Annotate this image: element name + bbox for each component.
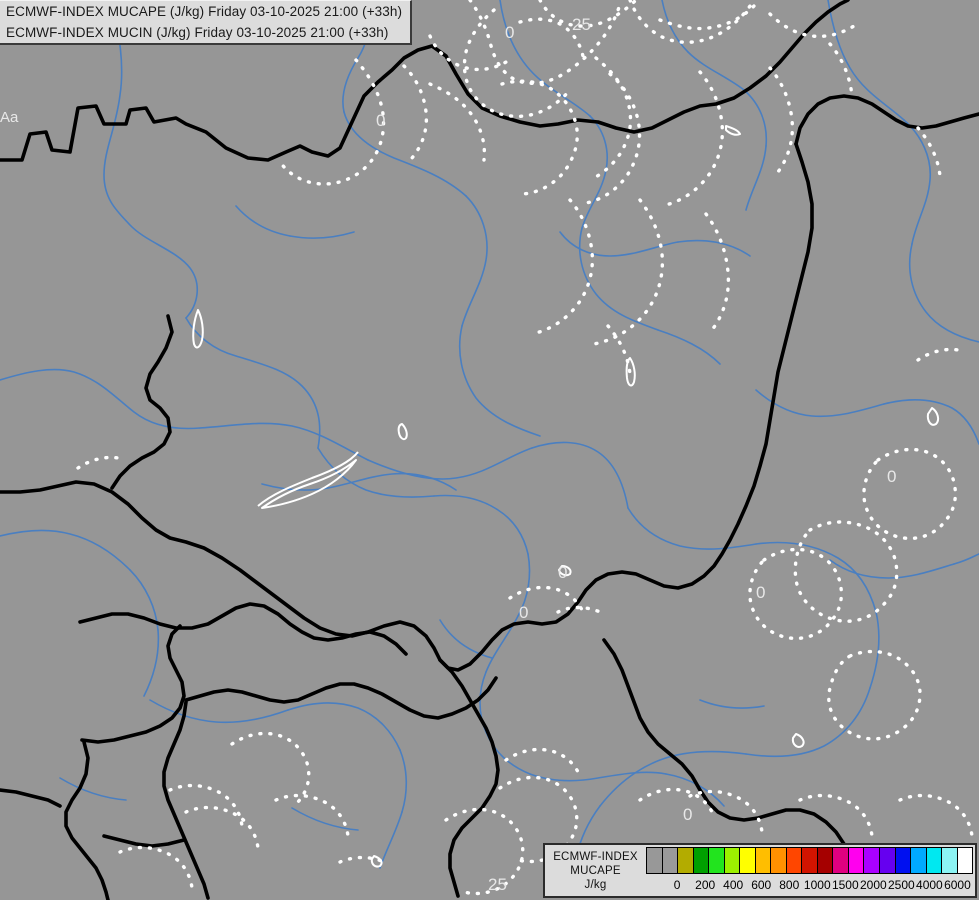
legend-swatch-1	[662, 848, 679, 873]
title-box: ECMWF-INDEX MUCAPE (J/kg) Friday 03-10-2…	[0, 0, 413, 45]
legend-swatch-7	[755, 848, 772, 873]
legend-title-param: MUCAPE	[570, 865, 621, 877]
contour-label: 0	[756, 583, 765, 602]
contour-label: 0	[519, 603, 528, 622]
legend-title-model: ECMWF-INDEX	[553, 851, 638, 863]
legend-tick-0: 0	[673, 878, 681, 892]
legend-units: J/kg	[584, 879, 607, 891]
edge-label: Aa	[0, 109, 19, 126]
legend-tick-6000: 6000	[944, 878, 971, 892]
legend-swatch-15	[879, 848, 896, 873]
legend-tick-1500: 1500	[831, 878, 859, 892]
legend-swatch-13	[848, 848, 865, 873]
title-line-mucin: ECMWF-INDEX MUCIN (J/kg) Friday 03-10-20…	[6, 25, 389, 40]
legend-colorbar[interactable]: 0 200 400 600 800 1000 1500 2000 2500 4000 6000	[646, 845, 975, 896]
legend-swatch-6	[740, 848, 756, 873]
legend-swatch-4	[709, 848, 725, 873]
legend-swatch-20	[957, 848, 973, 873]
contour-label: 0	[683, 805, 692, 824]
legend-tick-600: 600	[751, 878, 772, 892]
contour-label: 0	[558, 563, 567, 582]
legend-tick-2500: 2500	[888, 878, 915, 892]
legend-swatch-0	[647, 848, 663, 873]
legend-tick-400: 400	[723, 878, 744, 892]
legend-swatch-10	[802, 848, 818, 873]
legend-tick-4000: 4000	[916, 878, 943, 892]
legend-swatch-5	[724, 848, 741, 873]
contour-label: 0	[505, 23, 514, 42]
title-line-mucape: ECMWF-INDEX MUCAPE (J/kg) Friday 03-10-2…	[6, 4, 403, 19]
legend-tick-800: 800	[779, 878, 800, 892]
legend-panel[interactable]: ECMWF-INDEX MUCAPE J/kg 0 200 400 600 800 100…	[543, 843, 977, 898]
legend-swatch-16	[895, 848, 912, 873]
legend-swatch-19	[942, 848, 958, 873]
contour-label: 0	[376, 111, 385, 130]
legend-caption: ECMWF-INDEX MUCAPE J/kg	[545, 845, 646, 896]
legend-swatch-11	[817, 848, 834, 873]
contour-label: 25	[488, 875, 507, 894]
contour-label: 25	[572, 15, 591, 34]
legend-swatch-2	[678, 848, 694, 873]
legend-swatch-8	[771, 848, 787, 873]
legend-tick-2000: 2000	[859, 878, 887, 892]
legend-swatch-14	[864, 848, 880, 873]
legend-swatch-9	[786, 848, 803, 873]
legend-tick-row: 0 200 400 600 800 1000 1500 2000 2500 4000 6000	[646, 874, 973, 896]
legend-swatch-17	[911, 848, 927, 873]
legend-tick-1000: 1000	[803, 878, 831, 892]
lakes-layer	[192, 125, 940, 868]
legend-swatch-18	[926, 848, 943, 873]
contour-label: 0	[887, 467, 896, 486]
legend-swatch-3	[693, 848, 710, 873]
legend-tick-200: 200	[695, 878, 716, 892]
contour-labels-layer: 0 25 0 0 0 0 25 0 0 Aa	[0, 15, 896, 894]
legend-swatch-row	[646, 847, 973, 874]
legend-swatch-12	[833, 848, 849, 873]
